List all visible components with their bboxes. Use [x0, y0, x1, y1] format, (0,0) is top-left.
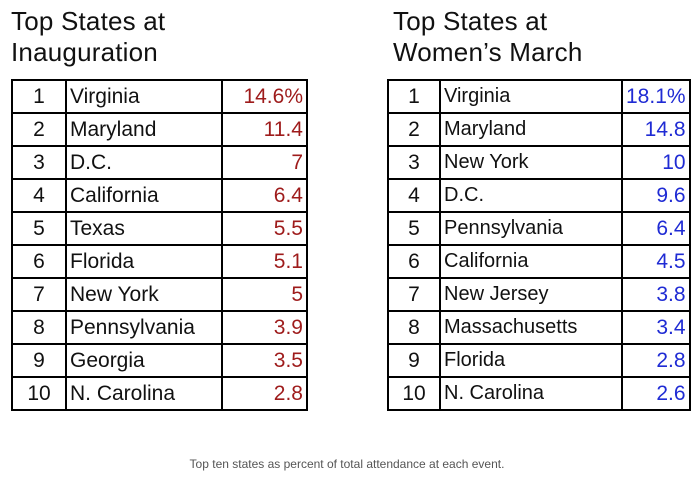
table-row: 4 California 6.4	[11, 178, 308, 213]
pct-cell: 5	[221, 277, 308, 312]
pct-cell: 9.6	[621, 178, 691, 213]
table-row: 3 New York 10	[387, 145, 691, 180]
table-row: 8 Pennsylvania 3.9	[11, 310, 308, 345]
pct-cell: 14.8	[621, 112, 691, 147]
pct-cell: 6.4	[621, 211, 691, 246]
rank-cell: 8	[387, 310, 441, 345]
table-row: 2 Maryland 11.4	[11, 112, 308, 147]
pct-cell: 11.4	[221, 112, 308, 147]
womens-march-table: 1 Virginia 18.1% 2 Maryland 14.8 3 New York 10 4 D…	[387, 79, 691, 411]
state-cell: D.C.	[439, 178, 623, 213]
rank-cell: 6	[11, 244, 67, 279]
state-cell: New York	[65, 277, 223, 312]
pct-cell: 5.1	[221, 244, 308, 279]
state-cell: Florida	[439, 343, 623, 378]
table-row: 9 Florida 2.8	[387, 343, 691, 378]
pct-cell: 4.5	[621, 244, 691, 279]
rank-cell: 10	[11, 376, 67, 411]
pct-cell: 5.5	[221, 211, 308, 246]
state-cell: Pennsylvania	[65, 310, 223, 345]
pct-cell: 3.9	[221, 310, 308, 345]
state-cell: N. Carolina	[439, 376, 623, 411]
table-row: 9 Georgia 3.5	[11, 343, 308, 378]
state-cell: Maryland	[65, 112, 223, 147]
table-row: 7 New York 5	[11, 277, 308, 312]
pct-cell: 3.4	[621, 310, 691, 345]
table-row: 3 D.C. 7	[11, 145, 308, 180]
womens-march-title: Top States at Women’s March	[393, 6, 583, 67]
state-cell: Texas	[65, 211, 223, 246]
rank-cell: 9	[387, 343, 441, 378]
rank-cell: 2	[387, 112, 441, 147]
table-row: 10 N. Carolina 2.8	[11, 376, 308, 411]
state-cell: N. Carolina	[65, 376, 223, 411]
rank-cell: 2	[11, 112, 67, 147]
rank-cell: 4	[11, 178, 67, 213]
state-cell: Maryland	[439, 112, 623, 147]
rank-cell: 5	[11, 211, 67, 246]
table-row: 5 Pennsylvania 6.4	[387, 211, 691, 246]
inauguration-title: Top States at Inauguration	[11, 6, 166, 67]
rank-cell: 5	[387, 211, 441, 246]
inauguration-table-block: Top States at Inauguration 1 Virginia 14.6…	[11, 6, 308, 411]
rank-cell: 3	[11, 145, 67, 180]
pct-cell: 14.6%	[221, 79, 308, 114]
state-cell: New York	[439, 145, 623, 180]
womens-march-table-block: Top States at Women’s March 1 Virginia 18.…	[387, 6, 691, 411]
inauguration-table: 1 Virginia 14.6% 2 Maryland 11.4 3 D.C. 7 4 Califo…	[11, 79, 308, 411]
state-cell: Virginia	[439, 79, 623, 114]
rank-cell: 4	[387, 178, 441, 213]
table-row: 1 Virginia 14.6%	[11, 79, 308, 114]
pct-cell: 10	[621, 145, 691, 180]
pct-cell: 3.8	[621, 277, 691, 312]
pct-cell: 3.5	[221, 343, 308, 378]
figure-caption: Top ten states as percent of total atten…	[189, 457, 505, 471]
rank-cell: 10	[387, 376, 441, 411]
pct-cell: 2.8	[221, 376, 308, 411]
rank-cell: 1	[387, 79, 441, 114]
state-cell: D.C.	[65, 145, 223, 180]
table-row: 4 D.C. 9.6	[387, 178, 691, 213]
table-row: 6 Florida 5.1	[11, 244, 308, 279]
table-row: 2 Maryland 14.8	[387, 112, 691, 147]
state-cell: California	[65, 178, 223, 213]
pct-cell: 18.1%	[621, 79, 691, 114]
rank-cell: 6	[387, 244, 441, 279]
rank-cell: 7	[387, 277, 441, 312]
table-row: 5 Texas 5.5	[11, 211, 308, 246]
table-row: 10 N. Carolina 2.6	[387, 376, 691, 411]
pct-cell: 7	[221, 145, 308, 180]
rank-cell: 9	[11, 343, 67, 378]
pct-cell: 2.6	[621, 376, 691, 411]
table-row: 8 Massachusetts 3.4	[387, 310, 691, 345]
state-cell: Florida	[65, 244, 223, 279]
table-row: 7 New Jersey 3.8	[387, 277, 691, 312]
rank-cell: 8	[11, 310, 67, 345]
pct-cell: 6.4	[221, 178, 308, 213]
rank-cell: 1	[11, 79, 67, 114]
state-cell: Virginia	[65, 79, 223, 114]
pct-cell: 2.8	[621, 343, 691, 378]
state-cell: California	[439, 244, 623, 279]
state-cell: New Jersey	[439, 277, 623, 312]
state-cell: Georgia	[65, 343, 223, 378]
rank-cell: 3	[387, 145, 441, 180]
rank-cell: 7	[11, 277, 67, 312]
table-row: 6 California 4.5	[387, 244, 691, 279]
state-cell: Massachusetts	[439, 310, 623, 345]
table-row: 1 Virginia 18.1%	[387, 79, 691, 114]
state-cell: Pennsylvania	[439, 211, 623, 246]
